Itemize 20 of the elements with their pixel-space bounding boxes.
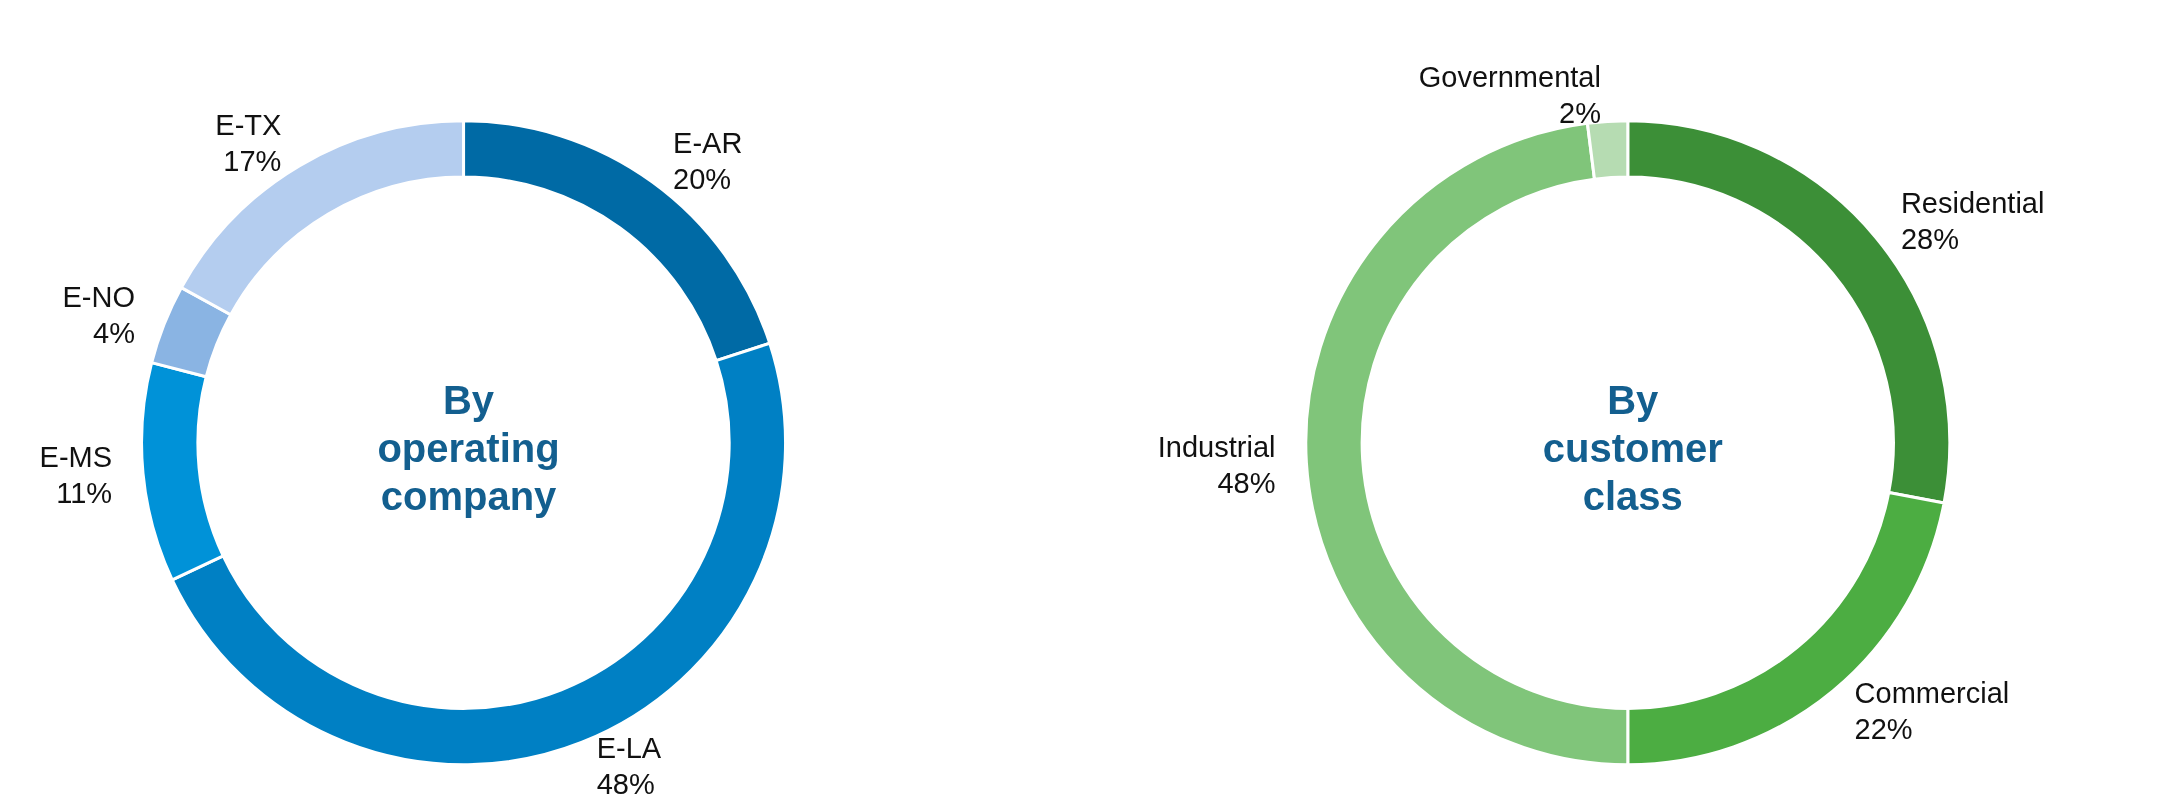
data-label: 17%	[223, 145, 282, 178]
slice-label: Governmental	[1418, 61, 1601, 94]
data-label: 4%	[93, 316, 135, 349]
data-label: 20%	[673, 163, 732, 196]
text: By operating company	[377, 377, 560, 518]
slice-label: E-MS	[39, 441, 113, 474]
data-label: 48%	[1217, 466, 1276, 499]
slice-label: E-LA	[596, 732, 662, 765]
data-label: 11%	[56, 477, 113, 510]
slice-label: Residential	[1900, 186, 2045, 219]
slice-label: E-TX	[215, 109, 282, 142]
data-label: 2%	[1559, 97, 1601, 130]
data-label: 22%	[1854, 712, 1913, 745]
slice-label: Commercial	[1854, 676, 2010, 709]
text: By customer class	[1542, 377, 1723, 518]
slice-label: Industrial	[1157, 430, 1276, 463]
data-label: 28%	[1900, 222, 1959, 255]
slice-label: E-NO	[62, 280, 135, 313]
data-label: 48%	[596, 768, 655, 801]
slice-label: E-AR	[673, 127, 743, 160]
